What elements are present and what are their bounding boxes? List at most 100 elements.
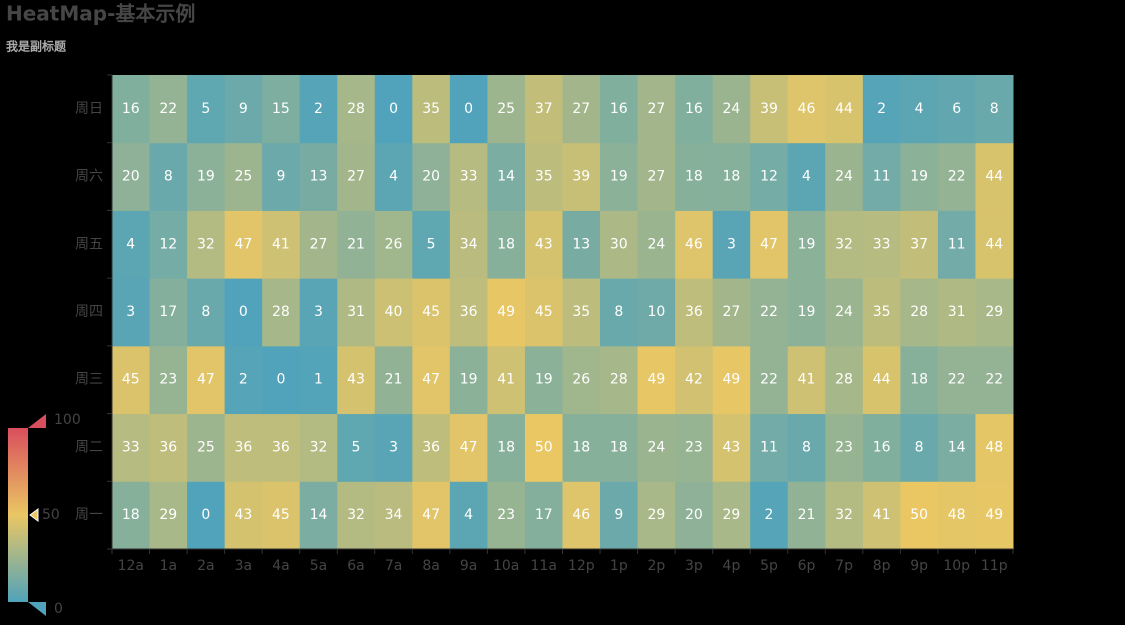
heat-cell: [900, 278, 939, 347]
heat-cell: [712, 278, 751, 347]
y-tick-label: 周三: [75, 372, 103, 388]
y-tick-label: 周日: [75, 101, 103, 117]
heat-cell: [862, 278, 901, 347]
cell-label: 41: [798, 372, 816, 388]
cell-label: 13: [310, 169, 328, 185]
heat-cell: [675, 413, 714, 482]
heat-cell: [712, 481, 751, 550]
heat-cell: [449, 345, 488, 415]
heat-cell: [675, 481, 714, 550]
cell-label: 34: [385, 507, 403, 523]
cell-label: 45: [122, 372, 140, 388]
cell-label: 19: [535, 372, 553, 388]
heat-cell: [862, 413, 901, 482]
heat-cell: [487, 210, 526, 279]
cell-label: 28: [272, 304, 290, 320]
x-tick-label: 9a: [460, 558, 478, 574]
cell-label: 16: [873, 439, 891, 455]
cell-label: 10: [647, 304, 665, 320]
cell-label: 24: [835, 304, 853, 320]
cell-label: 49: [723, 372, 741, 388]
cell-label: 5: [427, 236, 436, 252]
heat-cell: [262, 142, 301, 211]
cell-label: 49: [985, 507, 1003, 523]
cell-label: 8: [164, 169, 173, 185]
heat-cell: [975, 345, 1014, 415]
cell-label: 23: [835, 439, 853, 455]
heat-cell: [374, 278, 413, 347]
heat-cell: [750, 75, 789, 144]
cell-label: 19: [197, 169, 215, 185]
heat-cell: [975, 75, 1014, 144]
heat-cell: [374, 142, 413, 211]
heat-cell: [487, 278, 526, 347]
cell-label: 24: [647, 439, 665, 455]
heat-cell: [637, 278, 676, 347]
visual-map-indicator: [29, 508, 39, 522]
cell-label: 18: [122, 507, 140, 523]
heat-cell: [825, 142, 864, 211]
heat-cell: [299, 345, 338, 415]
heat-cell: [562, 345, 601, 415]
heat-cell: [487, 413, 526, 482]
cell-label: 48: [985, 439, 1003, 455]
heat-cell: [637, 481, 676, 550]
cell-label: 47: [422, 507, 440, 523]
cell-label: 45: [535, 304, 553, 320]
cell-label: 47: [460, 439, 478, 455]
cell-label: 18: [497, 439, 515, 455]
cell-label: 31: [948, 304, 966, 320]
cell-label: 2: [877, 101, 886, 117]
heat-cell: [224, 278, 263, 347]
heat-cell: [187, 413, 226, 482]
cell-label: 35: [422, 101, 440, 117]
heat-cell: [187, 481, 226, 550]
cell-label: 16: [122, 101, 140, 117]
heat-cell: [187, 75, 226, 144]
heat-cell: [637, 75, 676, 144]
cell-label: 44: [985, 236, 1003, 252]
heat-cell: [224, 75, 263, 144]
heat-cell: [112, 481, 151, 550]
heat-cell: [862, 481, 901, 550]
cell-label: 16: [685, 101, 703, 117]
cell-label: 0: [239, 304, 248, 320]
cell-label: 2: [765, 507, 774, 523]
heat-cell: [299, 481, 338, 550]
heat-cell: [112, 345, 151, 415]
heat-cell: [262, 210, 301, 279]
cell-label: 43: [347, 372, 365, 388]
heat-cell: [262, 345, 301, 415]
cell-label: 24: [723, 101, 741, 117]
cell-label: 25: [497, 101, 515, 117]
cell-label: 17: [159, 304, 177, 320]
heat-cell: [637, 142, 676, 211]
cell-label: 9: [239, 101, 248, 117]
heat-cell: [975, 142, 1014, 211]
heat-cell: [825, 278, 864, 347]
heat-cell: [449, 278, 488, 347]
cell-label: 22: [948, 372, 966, 388]
heat-cell: [975, 481, 1014, 550]
heat-cell: [937, 481, 976, 550]
heat-cell: [299, 413, 338, 482]
cell-label: 43: [723, 439, 741, 455]
heat-cell: [524, 278, 563, 347]
heat-cell: [750, 278, 789, 347]
cell-label: 15: [272, 101, 290, 117]
heat-cell: [562, 75, 601, 144]
x-tick-label: 4a: [272, 558, 290, 574]
cell-label: 20: [122, 169, 140, 185]
cell-label: 41: [873, 507, 891, 523]
heat-cell: [600, 75, 639, 144]
cell-label: 19: [460, 372, 478, 388]
heat-cell: [787, 75, 826, 144]
x-tick-label: 2p: [647, 558, 665, 574]
heat-cell: [149, 142, 188, 211]
heat-cell: [712, 413, 751, 482]
x-tick-label: 10a: [493, 558, 519, 574]
x-tick-label: 12a: [118, 558, 144, 574]
cell-label: 24: [835, 169, 853, 185]
heat-cell: [600, 142, 639, 211]
